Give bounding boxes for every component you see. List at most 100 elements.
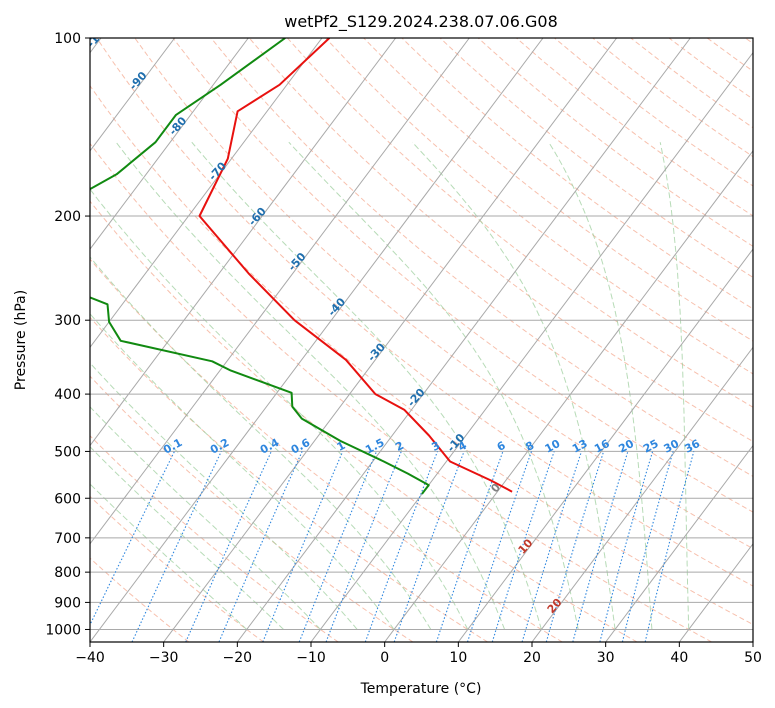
mixing-ratio-line [545, 451, 605, 642]
isotherm-gridline [90, 38, 544, 642]
mixing-ratio-line [185, 451, 272, 642]
mixing-ratio-label: 36 [682, 437, 702, 456]
moist-adiabat-line [90, 445, 284, 630]
mixing-ratio-label: 13 [570, 437, 590, 456]
mixing-ratio-line [521, 451, 583, 642]
mixing-ratio-line [90, 451, 175, 627]
y-axis-title: Pressure (hPa) [13, 290, 29, 390]
mixing-ratio-label: 16 [592, 437, 612, 456]
isotherm-label: 30 [574, 655, 594, 675]
isotherm-label: 10 [516, 536, 536, 556]
mixing-ratio-label: 20 [616, 437, 636, 456]
isotherm-gridline [310, 51, 753, 642]
chart-title: wetPf2_S129.2024.238.07.06.G08 [284, 12, 558, 32]
dry-adiabat-line [363, 38, 753, 342]
mixing-ratio-line [621, 451, 674, 642]
moist-adiabat-line [90, 256, 432, 630]
mixing-ratio-line [491, 451, 555, 642]
x-tick-label: 30 [597, 650, 615, 666]
y-tick-label: 700 [54, 531, 81, 547]
y-tick-label: 900 [54, 595, 81, 611]
dry-adiabat-line [90, 258, 563, 642]
dry-adiabat-line [90, 435, 339, 642]
mixing-ratio-label: 25 [641, 437, 661, 456]
mixing-ratio-line [393, 451, 465, 642]
y-tick-label: 800 [54, 565, 81, 581]
mixing-ratio-line [435, 451, 504, 642]
mixing-ratio-line [599, 451, 654, 642]
mixing-ratio-label: 1.5 [363, 436, 386, 457]
mixing-ratio-line [218, 451, 303, 642]
isotherm-gridline [752, 641, 753, 642]
dry-adiabat-line [172, 38, 753, 513]
isotherm-label: -90 [127, 69, 150, 93]
isotherm-gridline [90, 38, 323, 349]
isotherm-label: -100 [84, 21, 112, 50]
moist-adiabat-line [548, 141, 653, 630]
dry-adiabat-line [134, 38, 753, 550]
moist-adiabat-line [288, 141, 579, 630]
isotherm-label: -50 [286, 250, 309, 274]
x-tick-label: 50 [744, 650, 762, 666]
temperature-profile-line [198, 38, 513, 493]
isotherm-label: -30 [365, 340, 388, 364]
dry-adiabat-line [90, 142, 712, 642]
x-tick-label: −30 [149, 650, 179, 666]
isotherm-gridline [384, 150, 753, 642]
x-tick-label: 0 [380, 650, 389, 666]
isotherm-gridline [90, 38, 397, 447]
dry-adiabat-line [90, 200, 638, 642]
isotherm-gridline [236, 38, 691, 642]
x-axis-title: Temperature (°C) [360, 681, 482, 697]
dry-adiabat-line [287, 38, 753, 408]
moist-adiabat-line [659, 142, 690, 630]
dry-adiabat-line [210, 38, 753, 477]
isotherm-label: -80 [166, 114, 189, 138]
mixing-ratio-line [298, 451, 378, 642]
isotherm-gridline [678, 542, 753, 642]
moist-adiabat-line [411, 141, 616, 630]
mixing-ratio-line [131, 451, 222, 642]
y-tick-label: 1000 [45, 622, 81, 638]
isotherm-gridline [90, 38, 470, 545]
x-tick-label: 20 [523, 650, 541, 666]
isotherm-label: -20 [405, 386, 428, 410]
moist-adiabat-line [90, 406, 321, 630]
isotherm-gridline [457, 248, 753, 642]
y-tick-label: 200 [54, 209, 81, 225]
dry-adiabat-line [325, 38, 753, 375]
moist-adiabat-line [115, 141, 506, 630]
y-tick-label: 500 [54, 444, 81, 460]
dewpoint-profile-line [90, 38, 430, 495]
mixing-ratio-label: 0.6 [289, 436, 313, 457]
x-tick-label: −40 [75, 650, 105, 666]
dry-adiabat-line [248, 38, 753, 442]
isotherm-gridline [531, 346, 753, 642]
isotherm-gridline [90, 38, 176, 152]
moist-adiabat-line [191, 141, 542, 630]
dry-adiabat-line [706, 38, 753, 72]
dry-adiabat-line [554, 38, 753, 187]
dry-adiabat-line [90, 557, 190, 642]
moist-adiabat-line [90, 362, 358, 630]
y-tick-label: 600 [54, 491, 81, 507]
dry-adiabat-line [90, 84, 753, 626]
mixing-ratio-label: 10 [543, 437, 563, 456]
mixing-ratio-label: 30 [662, 437, 682, 456]
mixing-ratio-label: 0.4 [258, 436, 282, 457]
dry-adiabat-line [745, 38, 753, 45]
mixing-ratio-line [325, 451, 402, 642]
x-tick-label: 10 [449, 650, 467, 666]
dry-adiabat-line [90, 316, 488, 642]
isotherm-gridline [163, 38, 618, 642]
x-tick-label: 40 [670, 650, 688, 666]
y-tick-label: 100 [54, 31, 81, 47]
mixing-ratio-line [466, 451, 533, 642]
x-tick-label: −10 [296, 650, 326, 666]
dry-adiabat-line [439, 38, 753, 278]
isotherm-gridline [605, 444, 753, 642]
plot-frame [89, 37, 754, 643]
isotherm-label: 20 [545, 596, 565, 616]
dry-adiabat-line [90, 375, 414, 642]
